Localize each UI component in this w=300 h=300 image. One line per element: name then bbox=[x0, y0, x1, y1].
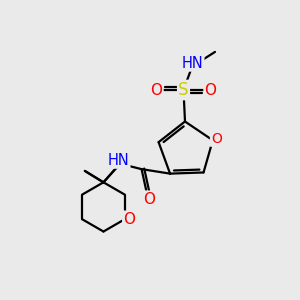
Text: S: S bbox=[178, 81, 189, 99]
Text: O: O bbox=[211, 132, 222, 146]
Text: HN: HN bbox=[108, 153, 129, 168]
Text: O: O bbox=[205, 82, 217, 98]
Text: HN: HN bbox=[182, 56, 203, 70]
Text: O: O bbox=[143, 192, 155, 207]
Text: O: O bbox=[151, 82, 163, 98]
Text: O: O bbox=[123, 212, 135, 227]
